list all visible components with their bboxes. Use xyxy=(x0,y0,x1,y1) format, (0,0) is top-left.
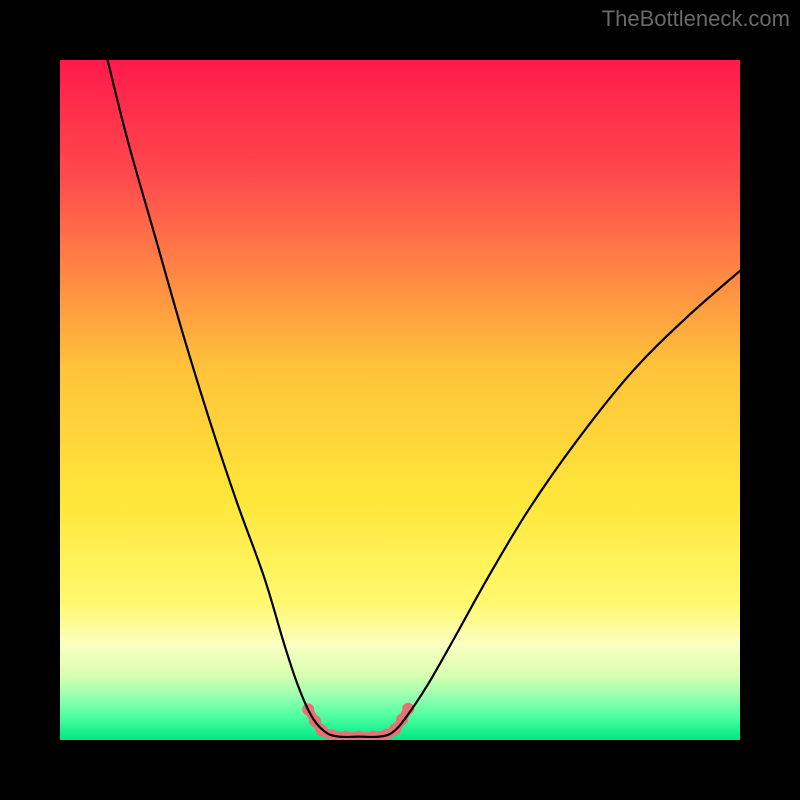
watermark-text: TheBottleneck.com xyxy=(602,6,790,32)
chart-svg xyxy=(0,0,800,800)
plot-background xyxy=(60,60,740,740)
chart-container: TheBottleneck.com xyxy=(0,0,800,800)
